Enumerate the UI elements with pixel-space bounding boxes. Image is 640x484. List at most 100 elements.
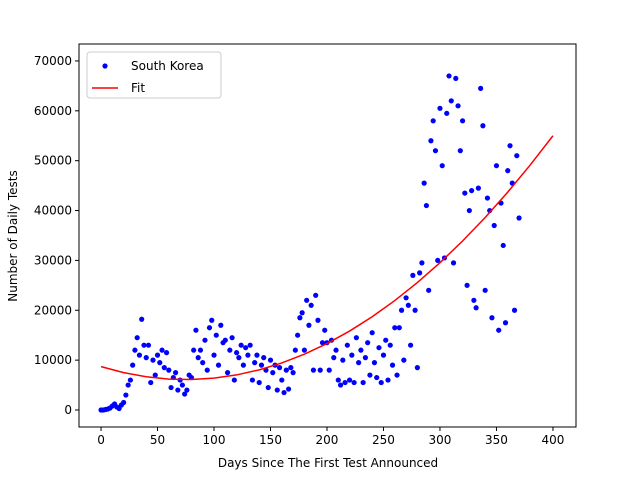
scatter-point xyxy=(200,360,206,366)
scatter-point xyxy=(197,347,204,353)
scatter-point xyxy=(261,355,267,361)
scatter-point xyxy=(401,357,407,363)
y-tick-label: 40000 xyxy=(34,204,72,218)
scatter-point xyxy=(265,384,271,391)
scatter-point xyxy=(193,327,199,333)
scatter-point xyxy=(240,362,246,368)
scatter-point xyxy=(159,347,165,353)
y-tick-label: 0 xyxy=(64,403,72,417)
scatter-point xyxy=(252,360,258,366)
scatter-point xyxy=(308,302,314,308)
scatter-point xyxy=(457,148,463,154)
scatter-point xyxy=(295,332,301,338)
scatter-point xyxy=(469,187,475,194)
scatter-point xyxy=(276,365,283,371)
scatter-point xyxy=(243,345,249,351)
scatter-point xyxy=(125,382,131,388)
scatter-point xyxy=(213,332,219,338)
scatter-point xyxy=(206,325,213,331)
scatter-point xyxy=(484,195,491,201)
legend-label: South Korea xyxy=(131,59,204,73)
scatter-point xyxy=(362,355,369,361)
scatter-point xyxy=(224,369,231,376)
scatter-point xyxy=(218,322,224,328)
scatter-point xyxy=(403,295,409,301)
scatter-point xyxy=(238,342,244,348)
scatter-point xyxy=(340,357,346,363)
scatter-point xyxy=(163,350,170,356)
y-tick-label: 10000 xyxy=(34,353,72,367)
x-tick-label: 200 xyxy=(316,433,339,447)
scatter-point xyxy=(414,365,420,371)
scatter-point xyxy=(297,315,303,321)
scatter-point xyxy=(380,352,387,358)
scatter-point xyxy=(396,325,402,331)
scatter-point xyxy=(516,215,522,221)
scatter-point xyxy=(421,180,427,186)
scatter-point xyxy=(337,382,344,388)
scatter-point xyxy=(290,369,296,376)
scatter-point xyxy=(202,337,208,343)
scatter-point xyxy=(249,377,256,383)
scatter-point xyxy=(319,340,326,346)
scatter-point xyxy=(258,362,265,368)
scatter-point xyxy=(453,75,459,82)
scatter-point xyxy=(134,335,140,341)
scatter-point xyxy=(231,377,237,383)
y-tick-label: 60000 xyxy=(34,104,72,118)
scatter-point xyxy=(464,282,470,288)
scatter-point xyxy=(209,317,215,323)
scatter-point xyxy=(466,207,472,214)
scatter-point xyxy=(168,384,174,391)
scatter-point xyxy=(254,352,260,358)
scatter-point xyxy=(267,357,274,363)
scatter-point xyxy=(514,153,520,159)
y-tick-label: 50000 xyxy=(34,154,72,168)
scatter-point xyxy=(234,350,240,356)
scatter-point xyxy=(301,347,307,353)
scatter-point xyxy=(505,168,511,174)
scatter-point xyxy=(412,307,418,313)
scatter-point xyxy=(365,340,371,346)
scatter-point xyxy=(315,317,321,323)
scatter-point xyxy=(448,98,454,104)
x-tick-label: 0 xyxy=(97,433,105,447)
scatter-point xyxy=(423,202,430,209)
scatter-point xyxy=(432,148,439,154)
scatter-point xyxy=(139,316,145,322)
scatter-point xyxy=(353,335,359,341)
scatter-point xyxy=(462,190,468,196)
scatter-point xyxy=(130,362,136,368)
scatter-point xyxy=(333,347,339,353)
scatter-point xyxy=(410,272,416,278)
scatter-point xyxy=(491,222,497,229)
scatter-point xyxy=(161,365,167,371)
scatter-point xyxy=(150,357,156,363)
x-tick-label: 350 xyxy=(485,433,508,447)
scatter-point xyxy=(215,362,222,368)
scatter-point xyxy=(283,367,289,373)
scatter-point xyxy=(385,377,391,383)
scatter-point xyxy=(342,379,348,386)
scatter-point xyxy=(500,242,506,249)
scatter-point xyxy=(179,382,185,388)
x-tick-label: 400 xyxy=(541,433,564,447)
scatter-point xyxy=(407,342,414,348)
fit-line xyxy=(100,135,554,381)
x-tick-label: 50 xyxy=(150,433,165,447)
scatter-point xyxy=(335,377,341,383)
scatter-point xyxy=(502,320,509,326)
scatter-point xyxy=(367,372,373,378)
scatter-point xyxy=(371,360,378,366)
legend-label: Fit xyxy=(131,81,145,95)
scatter-point xyxy=(195,355,201,361)
scatter-point xyxy=(473,305,479,311)
scatter-point xyxy=(299,310,305,316)
scatter-point xyxy=(247,342,253,348)
scatter-point xyxy=(358,347,364,353)
scatter-point xyxy=(331,355,337,361)
legend-marker xyxy=(102,63,108,69)
scatter-point xyxy=(127,377,134,383)
scatter-point xyxy=(480,123,486,129)
